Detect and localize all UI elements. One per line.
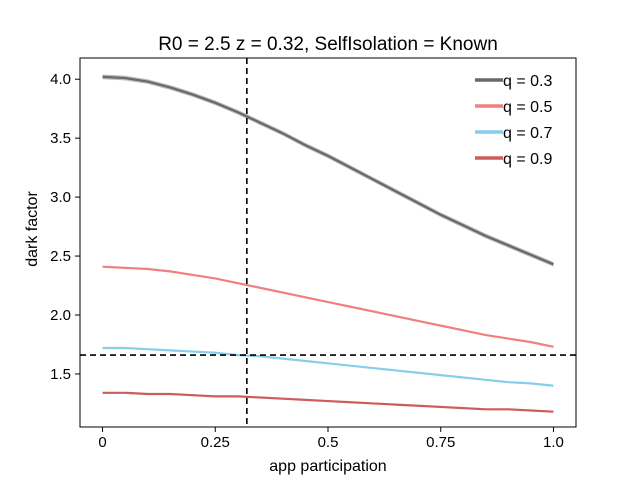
series-band-1 <box>102 74 554 267</box>
legend-label-2: q = 0.5 <box>503 99 552 116</box>
series-line-2 <box>102 265 554 348</box>
y-tick-label: 4.0 <box>50 71 71 88</box>
x-tick-label: 0.5 <box>318 434 339 451</box>
series-line-3 <box>102 346 554 387</box>
legend: q = 0.3 q = 0.5 q = 0.7 q = 0.9 <box>475 73 552 168</box>
series-layer <box>102 74 554 413</box>
y-tick-label: 1.5 <box>50 366 71 383</box>
y-axis: 1.5 2.0 2.5 3.0 3.5 4.0 <box>50 71 80 383</box>
y-axis-label: dark factor <box>24 191 41 267</box>
x-tick-label: 0.75 <box>426 434 455 451</box>
y-tick-label: 3.0 <box>50 189 71 206</box>
chart-title: R0 = 2.5 z = 0.32, SelfIsolation = Known <box>158 34 498 55</box>
y-tick-label: 2.5 <box>50 248 71 265</box>
x-axis: 0 0.25 0.5 0.75 1.0 <box>98 427 564 451</box>
series-line-4 <box>102 391 554 413</box>
x-tick-label: 1.0 <box>543 434 564 451</box>
series-line-1 <box>102 75 554 266</box>
x-tick-label: 0.25 <box>201 434 230 451</box>
reference-lines <box>80 58 576 427</box>
x-axis-label: app participation <box>269 458 386 475</box>
legend-label-1: q = 0.3 <box>503 73 552 90</box>
y-tick-label: 2.0 <box>50 307 71 324</box>
x-tick-label: 0 <box>98 434 106 451</box>
y-tick-label: 3.5 <box>50 130 71 147</box>
legend-label-4: q = 0.9 <box>503 151 552 168</box>
legend-label-3: q = 0.7 <box>503 125 552 142</box>
